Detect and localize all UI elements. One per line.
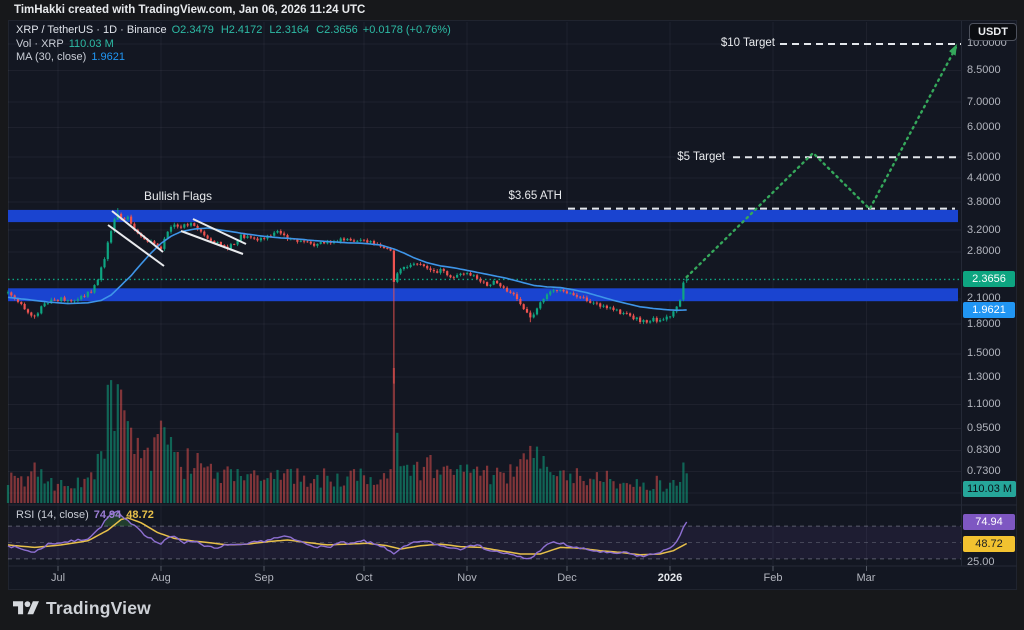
flag-line — [111, 210, 164, 253]
volume-bars — [6, 368, 688, 503]
currency-toggle-button[interactable]: USDT — [969, 23, 1017, 41]
price-tick-label: 8.5000 — [967, 64, 1001, 76]
price-tick-label: 4.4000 — [967, 172, 1001, 184]
price-tick-label: 1.8000 — [967, 318, 1001, 330]
price-tick-label: 1.3000 — [967, 371, 1001, 383]
flag-line — [107, 224, 165, 267]
flag-line — [192, 218, 247, 245]
time-tick-label: Aug — [151, 572, 171, 584]
time-tick-label: 2026 — [657, 572, 683, 584]
price-tick-label: 0.7300 — [967, 465, 1001, 477]
time-tick-label: Dec — [557, 572, 577, 584]
ma-line — [7, 227, 687, 312]
rsi-line — [7, 510, 688, 560]
price-tick-label: 5.0000 — [967, 151, 1001, 163]
rsi-tick-label: 25.00 — [967, 556, 995, 568]
price-tick-label: 2.8000 — [967, 245, 1001, 257]
attribution-text: TimHakki created with TradingView.com, J… — [14, 4, 366, 16]
projection-path — [685, 45, 958, 279]
price-tick-label: 3.8000 — [967, 196, 1001, 208]
time-tick-label: Sep — [254, 572, 274, 584]
price-tick-label: 6.0000 — [967, 121, 1001, 133]
time-tick-label: Oct — [355, 572, 373, 584]
time-tick-label: Nov — [457, 572, 477, 584]
price-tick-label: 3.2000 — [967, 224, 1001, 236]
price-tick-label: 0.9500 — [967, 422, 1001, 434]
price-tick-label: 2.1000 — [967, 292, 1001, 304]
price-tick-label: 1.1000 — [967, 398, 1001, 410]
price-tick-label: 0.8300 — [967, 444, 1001, 456]
tradingview-logo-icon — [13, 601, 39, 615]
time-tick-label: Feb — [763, 572, 783, 584]
price-tick-label: 7.0000 — [967, 96, 1001, 108]
time-tick-label: Jul — [50, 572, 66, 584]
flag-line — [180, 230, 244, 255]
price-tick-label: 1.5000 — [967, 347, 1001, 359]
price-tick-label: 0.6400 — [967, 486, 1001, 498]
projection-arrowhead — [949, 44, 957, 56]
time-tick-label: Mar — [856, 572, 876, 584]
tradingview-logo[interactable]: TradingView — [13, 598, 151, 619]
tradingview-logo-text: TradingView — [46, 598, 151, 618]
chart-background — [8, 20, 1017, 590]
